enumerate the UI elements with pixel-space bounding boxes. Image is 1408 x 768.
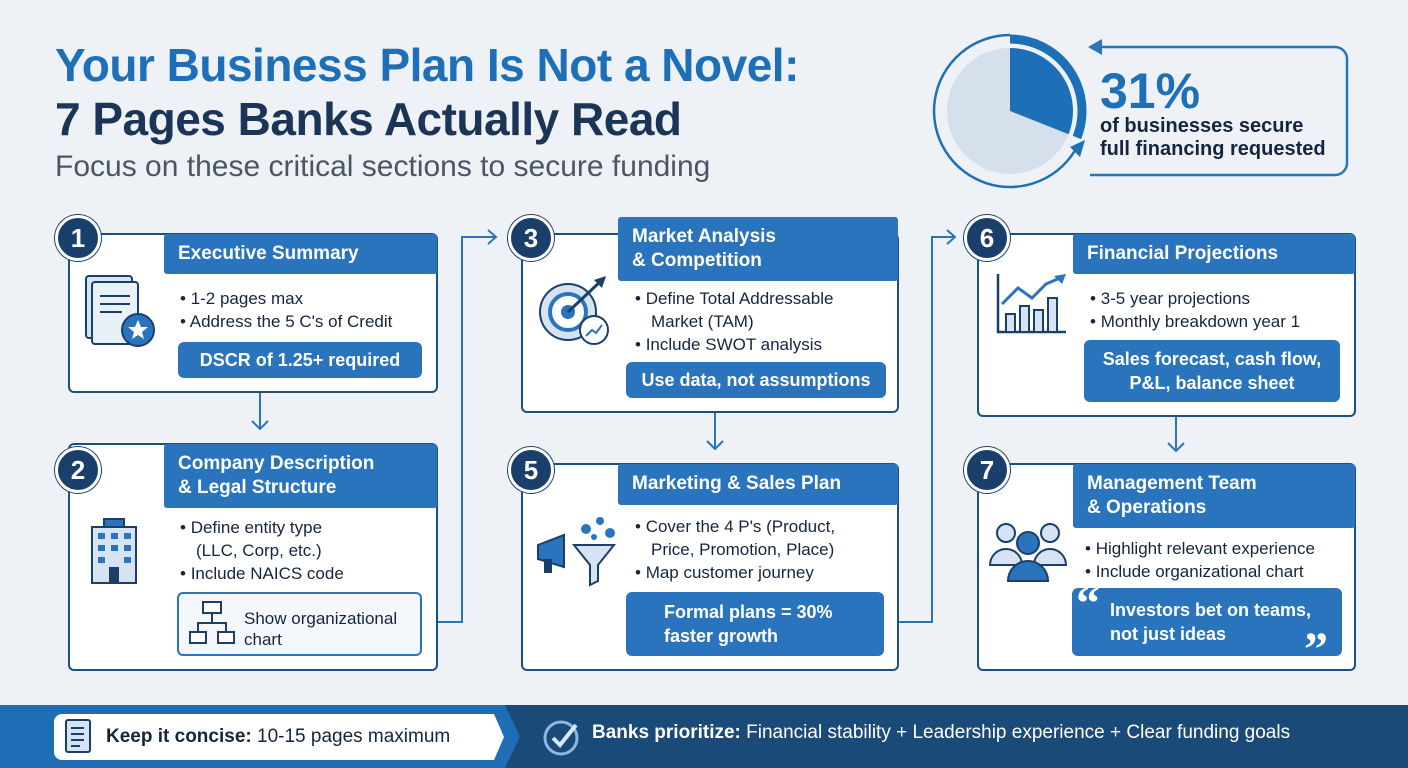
section-title: Financial Projections bbox=[1073, 234, 1355, 274]
bullet: Include organizational chart bbox=[1085, 560, 1315, 583]
checkmark-circle-icon bbox=[543, 720, 579, 756]
subtitle: Focus on these critical sections to secu… bbox=[55, 150, 711, 183]
bullet: Address the 5 C's of Credit bbox=[180, 310, 393, 333]
open-quote-icon: “ bbox=[1076, 577, 1100, 630]
section-title: Company Description & Legal Structure bbox=[164, 444, 437, 508]
callout-line: Sales forecast, cash flow, bbox=[1102, 349, 1322, 369]
section-title: Executive Summary bbox=[164, 234, 437, 274]
document-icon bbox=[65, 719, 91, 753]
bullet: Cover the 4 P's (Product, bbox=[635, 515, 835, 538]
callout-line: chart bbox=[244, 630, 282, 649]
bullet-continuation: Market (TAM) bbox=[651, 312, 754, 331]
footer-concise-note: Keep it concise: 10-15 pages maximum bbox=[54, 714, 504, 760]
bullet: 3-5 year projections bbox=[1090, 287, 1300, 310]
section-title: Management Team & Operations bbox=[1073, 464, 1355, 528]
pie-slice bbox=[1010, 48, 1073, 135]
callout-line: Formal plans = 30% bbox=[664, 602, 833, 622]
callout: Use data, not assumptions bbox=[626, 362, 886, 398]
footer-left-text: 10-15 pages maximum bbox=[251, 726, 451, 747]
bullet: Monthly breakdown year 1 bbox=[1090, 310, 1300, 333]
bar-chart-icon bbox=[996, 274, 1066, 334]
title-line: & Legal Structure bbox=[178, 477, 337, 498]
bullet: Define entity type bbox=[180, 516, 344, 539]
team-icon bbox=[988, 523, 1068, 582]
section-number: 3 bbox=[508, 215, 554, 261]
callout-line: Investors bet on teams, bbox=[1110, 600, 1312, 620]
megaphone-funnel-icon bbox=[537, 517, 617, 587]
stat-line-1: of businesses secure bbox=[1100, 115, 1304, 137]
stat-line-2: full financing requested bbox=[1100, 138, 1326, 160]
bullet-continuation: (LLC, Corp, etc.) bbox=[196, 541, 322, 560]
title-line: Market Analysis bbox=[632, 226, 776, 247]
section-number: 1 bbox=[55, 215, 101, 261]
title-line-1: Your Business Plan Is Not a Novel: bbox=[55, 39, 799, 91]
close-quote-icon: ” bbox=[1304, 623, 1328, 676]
pie-outline bbox=[932, 33, 1080, 189]
section-number: 2 bbox=[55, 447, 101, 493]
bullet: 1-2 pages max bbox=[180, 287, 392, 310]
bullet: Map customer journey bbox=[635, 561, 835, 584]
section-title: Marketing & Sales Plan bbox=[618, 464, 898, 505]
bullet: Include NAICS code bbox=[180, 562, 344, 585]
section-number: 7 bbox=[964, 447, 1010, 493]
pie-arrow-icon bbox=[1070, 140, 1085, 157]
arrow-head-icon bbox=[1088, 39, 1102, 55]
stat-graphic bbox=[932, 33, 1349, 189]
callout: Sales forecast, cash flow, P&L, balance s… bbox=[1084, 340, 1340, 402]
bullet: Include SWOT analysis bbox=[635, 333, 833, 356]
callout: DSCR of 1.25+ required bbox=[178, 342, 422, 378]
section-number: 5 bbox=[508, 447, 554, 493]
building-icon bbox=[91, 518, 137, 584]
quote-callout: Investors bet on teams, not just ideas bbox=[1072, 588, 1342, 656]
footer-left-bold: Keep it concise: bbox=[106, 726, 252, 747]
title-line: & Operations bbox=[1087, 497, 1207, 518]
bullet: Highlight relevant experience bbox=[1085, 537, 1315, 560]
footer-priorities: Banks prioritize: Financial stability + … bbox=[592, 722, 1290, 744]
callout-line: not just ideas bbox=[1110, 624, 1227, 644]
bullet-continuation: Price, Promotion, Place) bbox=[651, 540, 835, 559]
stat-callout-frame bbox=[1090, 45, 1349, 177]
callout-line: P&L, balance sheet bbox=[1129, 373, 1295, 393]
title-line: Company Description bbox=[178, 453, 375, 474]
footer-right-bold: Banks prioritize: bbox=[592, 722, 741, 743]
callout-line: Show organizational bbox=[244, 609, 398, 628]
title-line-2: 7 Pages Banks Actually Read bbox=[55, 93, 682, 145]
callout-line: faster growth bbox=[664, 626, 779, 646]
section-number: 6 bbox=[964, 215, 1010, 261]
title-line: Management Team bbox=[1087, 473, 1257, 494]
document-star-icon bbox=[85, 275, 155, 347]
title-line: & Competition bbox=[632, 250, 762, 271]
bullet: Define Total Addressable bbox=[635, 287, 834, 310]
org-chart-icon bbox=[189, 601, 235, 644]
stat-value: 31% bbox=[1100, 63, 1201, 119]
section-title: Market Analysis & Competition bbox=[618, 217, 898, 281]
target-icon bbox=[539, 276, 609, 345]
callout: Formal plans = 30% faster growth bbox=[626, 592, 884, 656]
footer-right-text: Financial stability + Leadership experie… bbox=[740, 722, 1291, 743]
pie-arc bbox=[1009, 34, 1087, 140]
